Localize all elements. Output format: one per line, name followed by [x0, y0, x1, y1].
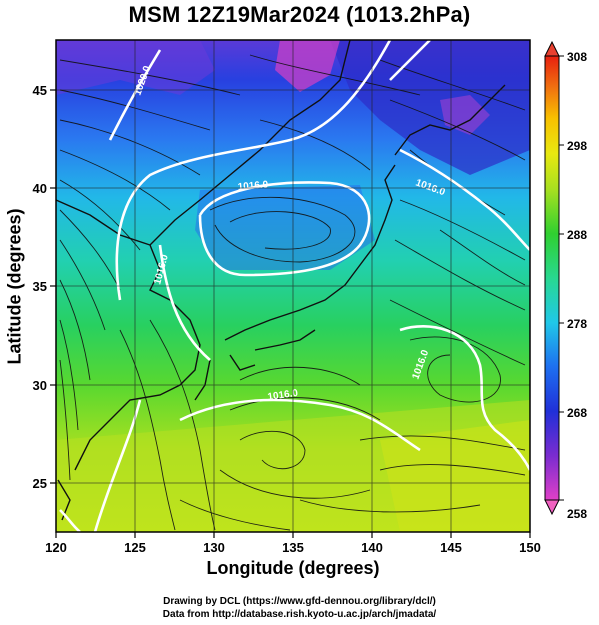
isobar-1016-south — [179, 398, 421, 452]
y-tick-25: 25 — [33, 476, 47, 491]
isobar-1016-east — [399, 325, 530, 471]
cold-region-northwest — [56, 40, 215, 95]
isobar-1020 — [108, 49, 162, 141]
land-outlines — [56, 40, 506, 521]
isobar-1016-lowloop — [198, 181, 371, 277]
contour-label-1016-a: 1016.0 — [237, 179, 269, 193]
x-tick-labels: 120 125 130 135 140 145 150 — [45, 540, 541, 555]
data-source-credit: Data from http://database.rish.kyoto-u.a… — [162, 609, 437, 620]
map-title: MSM 12Z19Mar2024 (1013.2hPa) — [128, 2, 471, 27]
y-tick-30: 30 — [33, 378, 47, 393]
y-tick-35: 35 — [33, 279, 47, 294]
x-tick-120: 120 — [45, 540, 67, 555]
isobars — [59, 40, 530, 532]
colorbar-bottom-arrow — [544, 499, 560, 516]
x-tick-125: 125 — [124, 540, 146, 555]
y-axis-label: Latitude (degrees) — [4, 208, 25, 365]
y-tick-40: 40 — [33, 181, 47, 196]
cold-region-northeast — [330, 40, 530, 175]
colorbar-tick-308: 308 — [567, 50, 587, 64]
drawing-credit: Drawing by DCL (https://www.gfd-dennou.o… — [163, 596, 436, 607]
x-tick-140: 140 — [361, 540, 383, 555]
colorbar-body — [544, 55, 560, 501]
graticule — [56, 40, 530, 532]
contour-label-1016-c: 1016.0 — [267, 388, 299, 403]
colorbar-tick-288: 288 — [567, 228, 587, 242]
x-tick-150: 150 — [519, 540, 541, 555]
y-tick-45: 45 — [33, 83, 47, 98]
colorbar-tick-268: 268 — [567, 406, 587, 420]
isobar-west-edge — [93, 399, 142, 532]
x-tick-135: 135 — [282, 540, 304, 555]
colorbar-tick-278: 278 — [567, 317, 587, 331]
x-axis-label: Longitude (degrees) — [206, 558, 380, 578]
isobar-1016-west — [158, 244, 211, 361]
x-ticks — [55, 532, 531, 538]
x-tick-145: 145 — [440, 540, 462, 555]
y-ticks — [50, 89, 56, 484]
isobar-1016-ne — [399, 148, 530, 251]
y-tick-labels: 25 30 35 40 45 — [33, 83, 47, 491]
isobar-ne-north — [389, 40, 431, 81]
isobar-1012-southwest — [59, 509, 81, 532]
isobar-1016-north — [115, 40, 392, 301]
colorbar: 308 298 288 278 268 258 — [544, 40, 587, 521]
x-tick-130: 130 — [203, 540, 225, 555]
colorbar-top-arrow — [544, 40, 560, 57]
colorbar-tick-298: 298 — [567, 139, 587, 153]
magenta-core — [275, 40, 340, 92]
colorbar-tick-258: 258 — [567, 507, 587, 521]
